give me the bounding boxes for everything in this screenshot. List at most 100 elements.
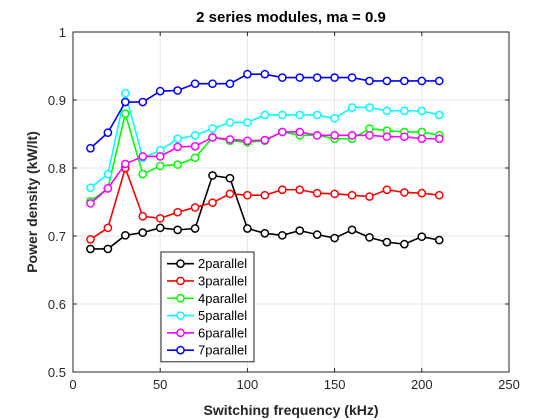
y-tick-label: 0.9 [48,93,66,108]
data-point [330,114,339,123]
data-point [417,76,427,86]
legend-label: 2parallel [198,256,247,271]
data-point [190,141,200,151]
data-point [400,188,409,197]
data-point [382,132,392,142]
legend-marker [176,311,185,320]
data-point [173,225,182,235]
data-point [400,239,409,249]
data-point [208,124,217,133]
legend-label: 3parallel [198,273,247,288]
plot-frame [72,31,510,373]
data-point [86,183,95,193]
y-tick-label: 0.7 [48,229,66,244]
series-7parallel [86,69,444,153]
series-6parallel [86,127,444,208]
data-point [417,106,427,116]
data-point [208,198,217,208]
data-point [365,233,374,242]
data-point [400,76,409,86]
legend-marker [176,345,185,355]
data-point [103,223,113,233]
data-point [173,86,182,95]
data-point [190,131,200,140]
data-point [190,79,200,89]
data-point [155,86,165,96]
legend: 2parallel 3parallel 4parallel 5parallel 6par… [160,251,255,363]
data-point [120,159,130,169]
data-point [86,244,95,254]
data-point [260,69,270,79]
data-point [330,233,339,243]
data-point [190,203,200,212]
data-point [120,97,130,107]
data-point [382,106,392,116]
data-point [190,224,200,233]
legend-entry: 3parallel [167,273,247,288]
data-point [400,132,409,142]
data-point [330,73,339,82]
x-tick-label: 250 [498,377,520,392]
data-point [155,213,165,223]
data-point [173,160,182,169]
legend-marker [176,276,185,286]
data-point [120,88,130,98]
legend-marker [176,259,185,268]
data-point [347,225,357,235]
data-point [138,152,148,161]
x-tick-label: 0 [69,377,76,392]
data-point [138,211,148,221]
data-point [86,199,95,208]
data-point [173,134,182,144]
data-point [173,207,182,217]
data-point [277,230,287,240]
data-point [260,228,270,238]
x-tick-label: 50 [153,377,167,392]
series-3parallel [86,163,444,244]
data-point [312,230,322,239]
x-tick-label: 200 [411,377,433,392]
data-point [225,79,235,89]
data-point [365,131,374,140]
data-point [277,127,287,137]
data-point [103,184,113,193]
data-point [190,153,200,163]
x-tick-label: 150 [324,377,346,392]
data-point [312,188,322,198]
data-point [347,103,357,112]
legend-label: 6parallel [198,325,247,340]
data-point [173,142,182,152]
legend-entry: 4parallel [167,291,247,306]
data-point [208,79,217,89]
y-tick-label: 0.8 [48,161,66,176]
data-point [277,73,287,82]
data-point [347,190,357,200]
series-2parallel [86,171,444,254]
data-point [225,173,235,183]
legend-label: 7parallel [198,343,247,358]
data-point [382,185,392,195]
data-point [243,69,252,79]
data-point [295,73,305,82]
legend-entry: 6parallel [167,325,247,340]
data-point [382,76,392,86]
data-point [225,135,235,144]
data-point [312,110,322,120]
axis-ticks: 0 50 100 150 200 250 0.5 0.6 0.7 0.8 0.9 1 [48,25,520,392]
data-point [382,237,392,247]
data-point [417,134,427,144]
data-point [330,189,339,199]
data-point [243,224,252,233]
data-point [295,226,305,235]
data-point [417,232,427,242]
data-point [155,161,165,171]
data-point [86,143,95,153]
data-point [138,169,148,179]
data-point [260,110,270,120]
data-point [365,192,374,201]
legend-marker [176,293,185,303]
data-point [103,169,113,179]
data-point [365,76,374,86]
data-point [400,106,409,116]
